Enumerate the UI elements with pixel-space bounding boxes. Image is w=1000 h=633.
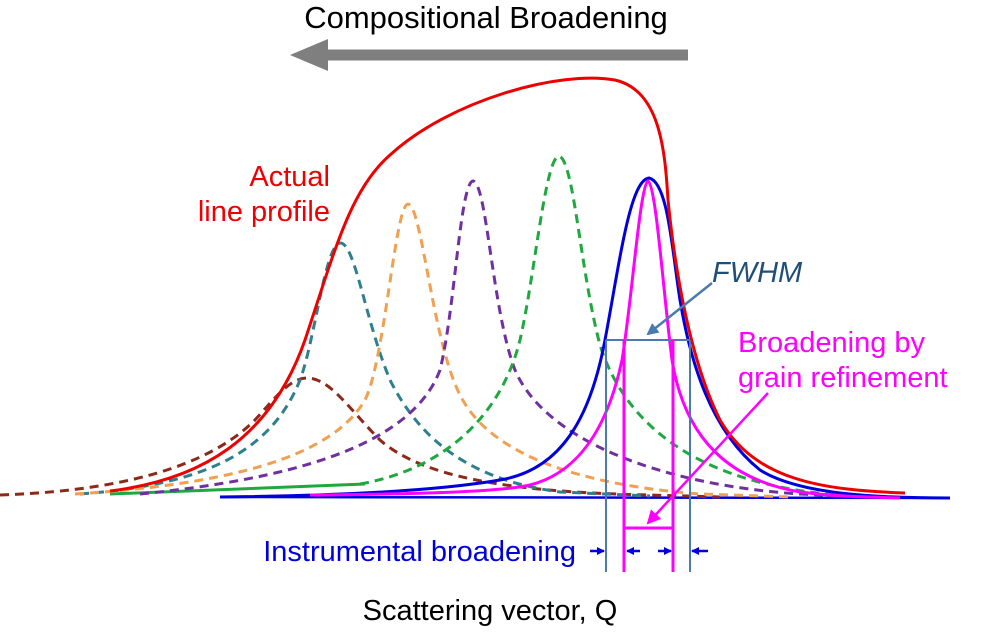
- instrumental-label: Instrumental broadening: [263, 536, 576, 568]
- peak-teal: [79, 241, 651, 498]
- baseline-blue: [219, 495, 951, 500]
- compositional-arrow: [290, 39, 688, 71]
- grain-width-lines: [622, 340, 675, 572]
- peak-brown: [0, 376, 721, 499]
- peak-purple: [139, 179, 841, 498]
- grain-label-line1: Broadening by: [738, 327, 926, 359]
- title: Compositional Broadening: [304, 0, 668, 35]
- grain-peak: [309, 179, 901, 500]
- grain-pointer: [646, 392, 769, 525]
- actual-label-line2: line profile: [198, 196, 330, 228]
- instrumental-peak: [219, 176, 951, 500]
- peak-green: [359, 154, 851, 498]
- x-axis-label: Scattering vector, Q: [363, 595, 618, 627]
- grain-label-line2: grain refinement: [738, 362, 948, 394]
- fwhm-pointer: [646, 282, 713, 336]
- actual-line-profile: [109, 76, 906, 495]
- baseline-green: [109, 482, 366, 496]
- fwhm-label: FWHM: [712, 257, 803, 289]
- fwhm-lines: [605, 339, 691, 572]
- peak-orange: [74, 202, 791, 499]
- actual-label-line1: Actual: [249, 161, 330, 193]
